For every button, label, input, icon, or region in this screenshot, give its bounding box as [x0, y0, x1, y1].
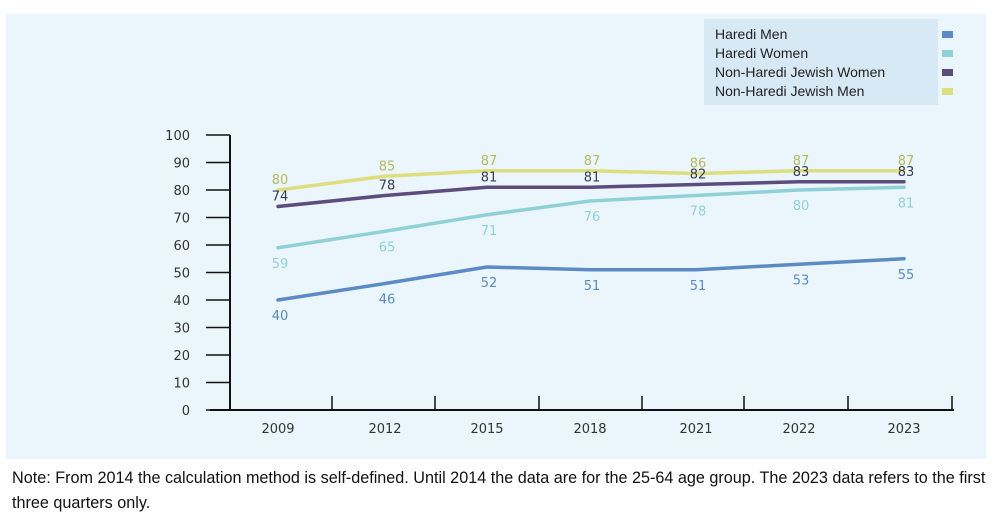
y-tick-label: 60: [173, 239, 190, 254]
data-label: 81: [898, 196, 915, 211]
data-label: 65: [379, 240, 396, 255]
y-tick-label: 50: [173, 267, 190, 282]
data-label: 76: [584, 210, 601, 225]
data-label: 40: [272, 309, 289, 324]
y-tick-label: 100: [165, 129, 190, 144]
data-label: 87: [793, 154, 810, 169]
y-tick-label: 0: [182, 404, 190, 419]
data-label: 46: [379, 293, 396, 308]
data-label: 53: [793, 273, 810, 288]
data-label: 87: [584, 154, 601, 169]
y-tick-label: 80: [173, 184, 190, 199]
data-label: 52: [481, 276, 498, 291]
series-line-non-haredi-jewish-women: [276, 180, 906, 209]
y-tick-label: 40: [173, 294, 190, 309]
data-label: 59: [272, 257, 289, 272]
x-tick-label: 2023: [887, 422, 920, 437]
data-label: 78: [379, 179, 396, 194]
x-tick-label: 2022: [782, 422, 815, 437]
data-label: 78: [690, 205, 707, 220]
footnote: Note: From 2014 the calculation method i…: [12, 469, 986, 512]
data-label: 55: [898, 268, 915, 283]
x-tick-label: 2012: [368, 422, 401, 437]
y-tick-label: 30: [173, 322, 190, 337]
legend-swatch: [942, 69, 953, 76]
legend-swatch: [942, 50, 953, 57]
legend-label: Haredi Men: [715, 26, 787, 42]
data-label: 51: [584, 279, 601, 294]
data-label: 82: [690, 168, 707, 183]
data-label: 85: [379, 159, 396, 174]
legend-swatch: [942, 88, 953, 95]
x-tick-label: 2015: [470, 422, 503, 437]
data-label: 51: [690, 279, 707, 294]
data-label: 83: [793, 165, 810, 180]
legend-label: Non-Haredi Jewish Men: [715, 83, 864, 99]
data-label: 74: [272, 190, 289, 205]
data-label: 81: [584, 170, 601, 185]
legend-label: Non-Haredi Jewish Women: [715, 64, 885, 80]
legend-swatch: [942, 31, 953, 38]
data-label: 86: [690, 157, 707, 172]
series-line-haredi-men: [276, 257, 906, 302]
legend-label: Haredi Women: [715, 45, 808, 61]
data-label: 87: [481, 154, 498, 169]
data-label: 80: [793, 199, 810, 214]
y-tick-label: 90: [173, 157, 190, 172]
series-line-non-haredi-jewish-men: [276, 169, 906, 192]
x-tick-label: 2021: [679, 422, 712, 437]
y-tick-label: 20: [173, 349, 190, 364]
x-tick-label: 2018: [573, 422, 606, 437]
legend-box: [704, 19, 938, 105]
data-label: 80: [272, 173, 289, 188]
series-line-haredi-women: [276, 185, 906, 250]
x-tick-label: 2009: [261, 422, 294, 437]
line-chart: 0 10 20 30 40 50 60 70 80 90 100 2009 2012 2015 2018 20…: [165, 19, 954, 437]
y-tick-label: 10: [173, 377, 190, 392]
data-label: 83: [898, 165, 915, 180]
data-label: 87: [898, 154, 915, 169]
data-label: 81: [481, 170, 498, 185]
y-tick-label: 70: [173, 212, 190, 227]
data-label: 71: [481, 224, 498, 239]
